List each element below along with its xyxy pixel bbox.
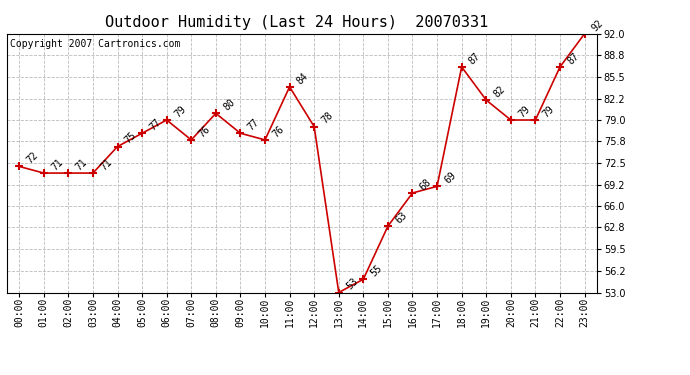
Text: 69: 69 bbox=[442, 170, 458, 186]
Text: Copyright 2007 Cartronics.com: Copyright 2007 Cartronics.com bbox=[10, 39, 180, 49]
Text: Outdoor Humidity (Last 24 Hours)  20070331: Outdoor Humidity (Last 24 Hours) 2007033… bbox=[105, 15, 489, 30]
Text: 87: 87 bbox=[566, 51, 581, 66]
Text: 53: 53 bbox=[344, 276, 359, 292]
Text: 68: 68 bbox=[418, 177, 433, 192]
Text: 84: 84 bbox=[295, 70, 310, 86]
Text: 76: 76 bbox=[197, 124, 213, 139]
Text: 79: 79 bbox=[172, 104, 188, 119]
Text: 71: 71 bbox=[49, 157, 65, 172]
Text: 77: 77 bbox=[246, 117, 262, 132]
Text: 71: 71 bbox=[99, 157, 114, 172]
Text: 92: 92 bbox=[590, 18, 606, 33]
Text: 78: 78 bbox=[319, 111, 335, 126]
Text: 87: 87 bbox=[467, 51, 482, 66]
Text: 79: 79 bbox=[516, 104, 532, 119]
Text: 76: 76 bbox=[270, 124, 286, 139]
Text: 63: 63 bbox=[393, 210, 409, 225]
Text: 77: 77 bbox=[148, 117, 163, 132]
Text: 80: 80 bbox=[221, 97, 237, 112]
Text: 72: 72 bbox=[25, 150, 40, 166]
Text: 82: 82 bbox=[492, 84, 507, 99]
Text: 75: 75 bbox=[123, 130, 139, 146]
Text: 55: 55 bbox=[369, 263, 384, 279]
Text: 79: 79 bbox=[541, 104, 556, 119]
Text: 71: 71 bbox=[74, 157, 89, 172]
